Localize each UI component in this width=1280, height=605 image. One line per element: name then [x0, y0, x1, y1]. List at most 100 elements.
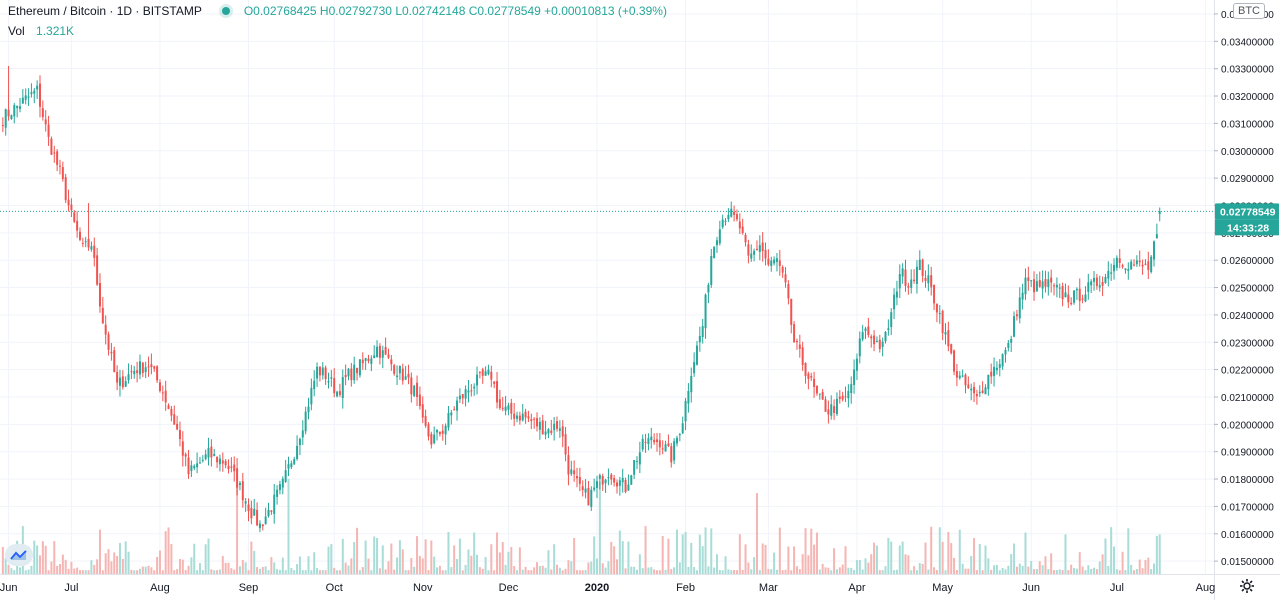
volume-bar — [798, 569, 801, 574]
volume-bar — [73, 568, 76, 574]
candle-body — [307, 406, 310, 413]
candle-body — [661, 448, 664, 450]
volume-bar — [690, 542, 693, 574]
volume-bar — [895, 569, 898, 574]
volume-bar — [58, 564, 61, 574]
candle-body — [141, 362, 144, 374]
volume-bar — [504, 564, 507, 574]
volume-bar — [518, 547, 521, 574]
candle-body — [1018, 297, 1021, 319]
volume-bar — [850, 567, 853, 574]
volume-bar — [433, 556, 436, 574]
volume-bar — [567, 560, 570, 574]
candle-body — [1084, 294, 1087, 302]
volume-bar — [384, 569, 387, 574]
price-axis[interactable]: 0.01500000 0.01600000 0.01700000 0.01800000… — [1214, 0, 1280, 600]
candle-body — [1110, 272, 1113, 274]
volume-bar — [507, 551, 510, 574]
volume-bar — [653, 569, 656, 574]
candle-body — [1024, 277, 1027, 295]
candle-body — [284, 470, 287, 482]
candle-body — [773, 259, 776, 264]
candle-body — [190, 465, 193, 471]
candle-body — [4, 109, 7, 128]
candle-body — [804, 362, 807, 376]
volume-bar — [90, 560, 93, 574]
volume-bar — [1153, 563, 1156, 574]
volume-bar — [250, 541, 253, 574]
tradingview-logo-icon[interactable] — [5, 544, 33, 566]
candle-body — [404, 376, 407, 380]
candle-body — [1, 125, 4, 127]
currency-badge[interactable]: BTC — [1233, 3, 1265, 19]
candle-body — [921, 259, 924, 277]
volume-bar — [196, 570, 199, 574]
candle-body — [176, 423, 179, 430]
volume-bar — [70, 561, 73, 574]
candle-body — [1078, 288, 1081, 302]
volume-bar — [604, 567, 607, 574]
volume-bar — [1084, 570, 1087, 574]
symbol-title[interactable]: Ethereum / Bitcoin · 1D · BITSTAMP — [8, 4, 202, 18]
volume-bar — [113, 552, 116, 574]
volume-bar — [298, 556, 301, 574]
volume-bar — [281, 557, 284, 574]
volume-bar — [376, 538, 379, 574]
candle-body — [164, 390, 167, 403]
candle-body — [593, 487, 596, 490]
candle-body — [615, 482, 618, 487]
volume-legend[interactable]: Vol 1.321K — [8, 24, 74, 38]
candle-body — [553, 423, 556, 431]
candle-body — [438, 431, 441, 435]
volume-bar — [727, 569, 730, 574]
volume-bar — [973, 538, 976, 574]
volume-bar — [633, 566, 636, 574]
candle-body — [730, 208, 733, 217]
time-tick-label: May — [932, 582, 953, 594]
candle-body — [1067, 294, 1070, 303]
volume-bar — [478, 567, 481, 574]
volume-bar — [427, 570, 430, 574]
volume-bar — [618, 530, 621, 574]
gear-icon[interactable] — [1237, 576, 1257, 596]
volume-bar — [958, 529, 961, 574]
volume-bar — [441, 570, 444, 574]
candle-body — [93, 245, 96, 258]
candle-body — [558, 428, 561, 431]
candle-body — [1041, 281, 1044, 289]
candle-body — [216, 456, 219, 463]
volume-bar — [324, 570, 327, 574]
volume-bar — [907, 555, 910, 574]
candle-body — [638, 452, 641, 465]
volume-bar — [373, 536, 376, 574]
volume-bar — [750, 569, 753, 574]
price-tick-label: 0.03200000 — [1221, 92, 1274, 103]
volume-bar — [738, 534, 741, 574]
legend-high: H0.02792730 — [319, 4, 392, 18]
candle-body — [998, 364, 1001, 368]
candle-body — [507, 405, 510, 410]
volume-bar — [416, 536, 419, 574]
candle-body — [930, 275, 933, 288]
volume-bar — [33, 540, 36, 574]
candle-body — [196, 463, 199, 468]
volume-bar — [584, 570, 587, 574]
price-tick-label: 0.03000000 — [1221, 147, 1274, 158]
candle-body — [416, 382, 419, 398]
price-tick-label: 0.01600000 — [1221, 530, 1274, 541]
volume-bar — [950, 543, 953, 574]
volume-bar — [698, 534, 701, 574]
candle-body — [607, 477, 610, 479]
volume-bar — [56, 565, 59, 574]
volume-bar — [458, 538, 461, 574]
volume-bar — [713, 567, 716, 574]
volume-bar — [290, 568, 293, 574]
time-axis[interactable]: Jun Jul Aug Sep Oct Nov Dec 2020 Feb Mar Apr May Jun… — [0, 574, 1280, 595]
candle-body — [156, 366, 159, 381]
volume-bar — [476, 554, 479, 574]
candle-body — [870, 336, 873, 339]
volume-bar — [744, 544, 747, 574]
candle-body — [1073, 290, 1076, 303]
